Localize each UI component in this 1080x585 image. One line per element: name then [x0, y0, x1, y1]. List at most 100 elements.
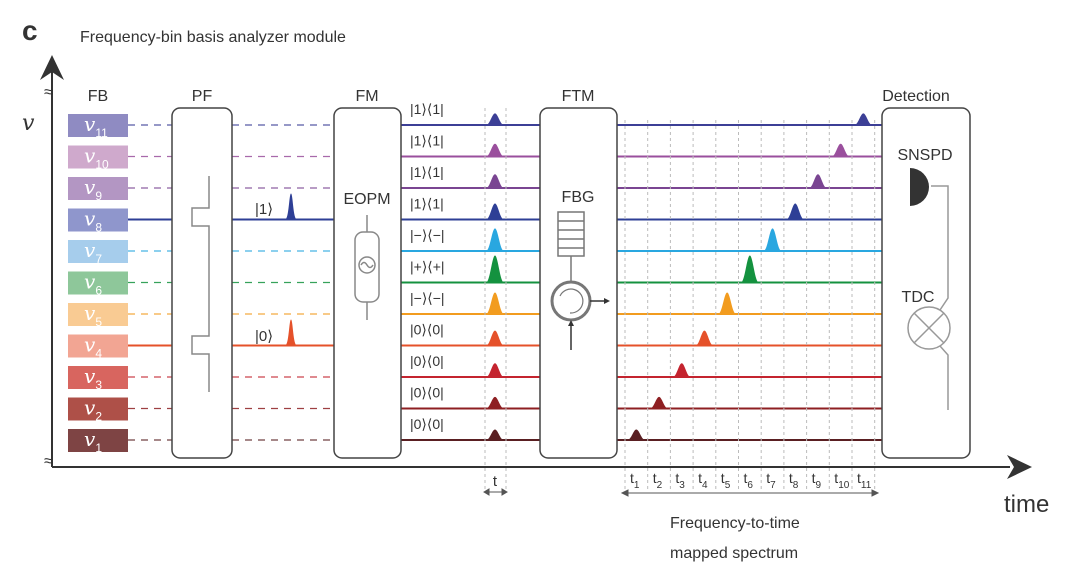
time-mapped-pulse — [854, 113, 873, 125]
time-bin-label: t1 — [630, 470, 640, 491]
spectrum-caption-line2: mapped spectrum — [670, 545, 798, 562]
tdc-icon — [907, 185, 951, 410]
time-mapped-pulse — [831, 143, 850, 157]
axis-break-icon: ≈ — [44, 453, 53, 470]
panel-letter: c — [22, 15, 38, 46]
frequency-bin-box — [68, 177, 128, 200]
pulse-width-label: t — [493, 473, 498, 490]
input-pulse — [285, 319, 297, 346]
frequency-bin-subscript: 11 — [95, 126, 108, 140]
modulated-pulse — [486, 292, 504, 314]
time-bin-subscript: 9 — [815, 480, 821, 491]
frequency-bin-box — [68, 397, 128, 421]
projection-state-label: |1⟩⟨1| — [410, 133, 444, 149]
eopm-modulator-icon — [354, 215, 380, 320]
modulated-pulse — [486, 363, 504, 377]
circulator-icon — [550, 280, 610, 350]
modulated-pulse — [486, 143, 504, 157]
frequency-bin-row-v10: v10|1⟩⟨1| — [68, 133, 882, 172]
modulated-pulse — [486, 174, 504, 188]
modulated-pulse — [486, 429, 504, 440]
frequency-bin-row-v11: v11|1⟩⟨1| — [68, 101, 882, 140]
projection-state-label: |0⟩⟨0| — [410, 353, 444, 369]
frequency-bin-box — [68, 429, 128, 452]
time-mapped-pulse — [718, 292, 737, 314]
modulated-pulse — [486, 255, 504, 283]
frequency-bin-subscript: 9 — [95, 189, 102, 203]
time-bin-label: t8 — [789, 470, 799, 491]
frequency-axis: ≈ ≈ — [40, 55, 64, 470]
modulated-pulse — [486, 203, 504, 220]
projection-state-label: |0⟩⟨0| — [410, 385, 444, 401]
time-mapped-pulse — [763, 228, 782, 251]
time-bin-subscript: 7 — [770, 480, 776, 491]
time-bin-label: t11 — [857, 470, 872, 491]
input-pulse — [285, 193, 297, 220]
input-state-one: |1⟩ — [255, 201, 273, 218]
snspd-detector-icon — [910, 168, 929, 206]
frequency-bin-row-v4: v4|0⟩⟨0| — [68, 319, 882, 361]
time-mapped-pulse — [740, 255, 759, 283]
axis-arrow-right-icon — [1007, 455, 1032, 479]
input-state-zero: |0⟩ — [255, 328, 273, 345]
projection-state-label: |1⟩⟨1| — [410, 164, 444, 180]
time-bin-subscript: 6 — [747, 480, 753, 491]
fbg-grating-icon — [557, 211, 585, 282]
frequency-bin-row-v2: v2|0⟩⟨0| — [68, 385, 882, 424]
frequency-bin-subscript: 6 — [95, 284, 102, 298]
fm-label: FM — [355, 88, 378, 105]
time-axis — [52, 455, 1032, 479]
frequency-bin-row-v6: v6|+⟩⟨+| — [68, 255, 882, 298]
time-bin-label: t9 — [812, 470, 822, 491]
diagram-title: Frequency-bin basis analyzer module — [80, 29, 346, 46]
frequency-bin-row-v3: v3|0⟩⟨0| — [68, 353, 882, 392]
pulse-width-marker — [483, 108, 508, 496]
time-bin-grid: t1 t2 t3 t4 t5 t6 t7 t8 t9 t10 t11 — [624, 120, 876, 491]
frequency-bin-rows: v11|1⟩⟨1|v10|1⟩⟨1|v9|1⟩⟨1|v8|1⟩⟨1|v7|−⟩⟨… — [68, 101, 882, 455]
fbg-label: FBG — [562, 189, 595, 206]
time-bin-label: t7 — [766, 470, 776, 491]
time-bin-subscript: 1 — [634, 480, 640, 491]
frequency-bin-box — [68, 366, 128, 389]
projection-state-label: |+⟩⟨+| — [410, 259, 445, 275]
frequency-bin-subscript: 1 — [95, 441, 102, 455]
tdc-label: TDC — [902, 289, 935, 306]
frequency-bin-subscript: 2 — [95, 410, 102, 424]
ftm-label: FTM — [562, 88, 595, 105]
time-bin-label: t10 — [834, 470, 849, 491]
time-bin-subscript: 4 — [702, 480, 708, 491]
spectrum-caption-line1: Frequency-to-time — [670, 515, 800, 532]
modulated-pulse — [486, 113, 504, 125]
frequency-bin-subscript: 10 — [95, 158, 109, 172]
time-mapped-pulse — [695, 330, 714, 346]
time-bin-label: t5 — [721, 470, 731, 491]
frequency-bin-box — [68, 240, 128, 263]
time-bin-subscript: 5 — [725, 480, 731, 491]
frequency-bin-subscript: 5 — [95, 315, 102, 329]
pf-block — [171, 107, 233, 459]
time-axis-label: time — [1004, 491, 1049, 518]
frequency-bin-box — [68, 208, 128, 232]
time-bin-subscript: 10 — [838, 480, 850, 491]
fb-label: FB — [88, 88, 108, 105]
frequency-bin-box — [68, 145, 128, 169]
time-bin-subscript: 2 — [657, 480, 663, 491]
frequency-bin-box — [68, 334, 128, 358]
modulated-pulse — [486, 330, 504, 346]
frequency-bin-box — [68, 114, 128, 137]
projection-state-label: |1⟩⟨1| — [410, 196, 444, 212]
frequency-bin-row-v5: v5|−⟩⟨−| — [68, 290, 882, 329]
frequency-bin-box — [68, 303, 128, 326]
projection-state-label: |−⟩⟨−| — [410, 227, 445, 243]
spectrum-range-marker — [620, 489, 880, 497]
detection-label: Detection — [882, 88, 950, 105]
frequency-bin-row-v9: v9|1⟩⟨1| — [68, 164, 882, 203]
time-bin-label: t3 — [675, 470, 685, 491]
projection-state-label: |1⟩⟨1| — [410, 101, 444, 117]
modulated-pulse — [486, 228, 504, 251]
frequency-bin-subscript: 8 — [95, 221, 102, 235]
axis-break-icon: ≈ — [44, 84, 53, 101]
frequency-bin-row-v8: v8|1⟩⟨1| — [68, 193, 882, 235]
time-bin-label: t4 — [698, 470, 708, 491]
